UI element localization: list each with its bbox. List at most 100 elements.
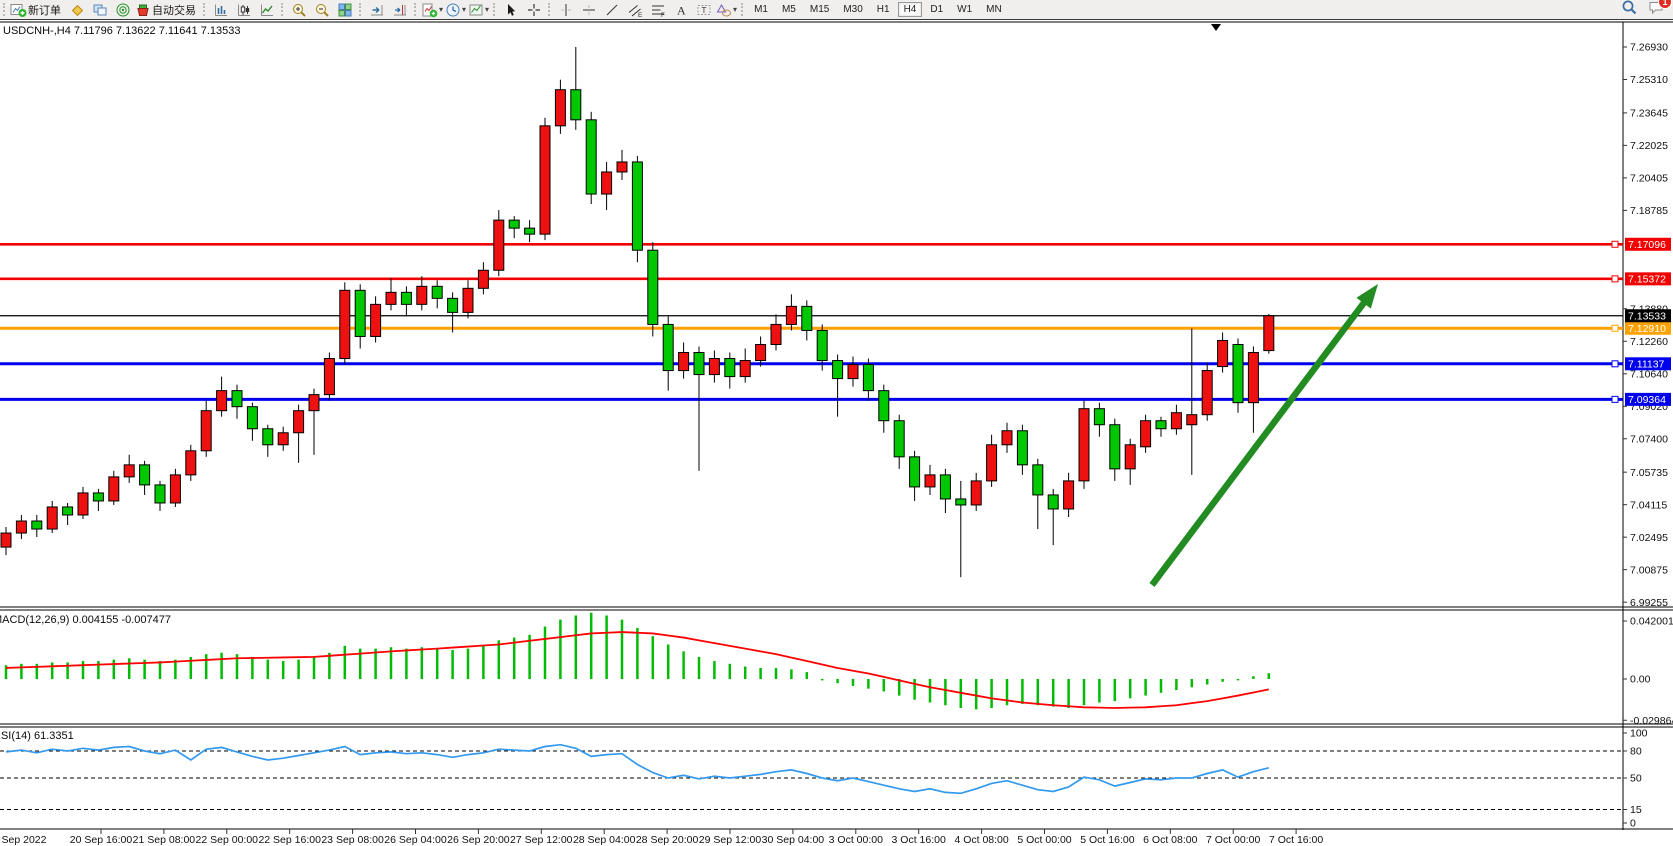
navigator-button[interactable] [111,1,134,19]
toolbar-group-handle[interactable] [281,3,283,16]
auto-trading-button[interactable]: 自动交易 [134,1,200,19]
toolbar-group-handle[interactable] [548,3,551,16]
cursor-button[interactable] [499,1,522,19]
equidistant-channel-button[interactable]: E [623,1,646,19]
toolbar-group-handle[interactable] [414,3,416,16]
data-window-button[interactable] [88,1,111,19]
indicators-icon [421,2,438,18]
level-line-7.09364[interactable] [0,395,1623,403]
svg-text:7.12260: 7.12260 [1630,336,1668,348]
timeframe-m15-button[interactable]: M15 [809,4,830,15]
chevron-down-icon[interactable]: ▾ [485,5,490,14]
level-line-7.17096[interactable] [0,240,1623,248]
svg-text:7.07400: 7.07400 [1630,433,1668,445]
svg-text:100: 100 [1630,728,1648,740]
search-button[interactable] [1621,0,1638,21]
chat-button[interactable]: 1 [1648,0,1672,20]
windows-icon [92,2,108,18]
time-axis[interactable]: Sep 2022 20 Sep 16:00 21 Sep 08:00 22 Sep 0… [2,829,1324,846]
zoom-in-button[interactable] [287,1,310,19]
toolbar-group-handle[interactable] [203,3,205,16]
svg-text:F: F [661,12,665,18]
toolbar-group-handle[interactable] [359,3,361,16]
bar-chart-icon [213,2,229,18]
market-watch-button[interactable] [65,1,88,19]
svg-text:7.23645: 7.23645 [1630,107,1668,119]
toolbar-group-handle[interactable] [741,3,744,16]
templates-button[interactable]: ▾ [467,1,490,19]
timeframe-mn-button[interactable]: MN [986,4,1002,15]
svg-text:7.12910: 7.12910 [1628,323,1666,335]
navigator-icon [115,2,131,18]
auto-scroll-button[interactable] [365,1,388,19]
timeframe-m5-button[interactable]: M5 [781,4,796,15]
trendline-button[interactable] [600,1,623,19]
level-lines[interactable] [0,240,1623,403]
macd-indicator-label: MACD(12,26,9) 0.004155 -0.007477 [0,614,171,626]
price-label-7.15372: 7.15372 [1625,272,1671,285]
svg-text:21 Sep 08:00: 21 Sep 08:00 [133,834,196,846]
toolbar-group-handle[interactable] [3,3,5,16]
svg-text:Sep 2022: Sep 2022 [2,834,47,846]
zoom-out-button[interactable] [310,1,333,19]
timeframe-m30-button[interactable]: M30 [843,4,863,15]
svg-text:7.20405: 7.20405 [1630,172,1668,184]
svg-text:5 Oct 00:00: 5 Oct 00:00 [1017,834,1071,846]
svg-text:7.11137: 7.11137 [1628,358,1665,370]
trend-arrow[interactable] [1149,284,1378,587]
timeframe-h1-button[interactable]: H1 [876,4,890,15]
chart-shift-icon [392,2,408,18]
rsi-line [5,743,1270,795]
tile-windows-button[interactable] [333,1,356,19]
svg-text:T: T [701,6,706,15]
timeframe-m1-button[interactable]: M1 [754,4,768,15]
line-chart-button[interactable] [255,1,278,19]
bar-chart-button[interactable] [209,1,232,19]
level-line-7.11137[interactable] [0,360,1623,368]
svg-text:27 Sep 12:00: 27 Sep 12:00 [510,834,573,846]
templates-icon [468,2,484,18]
svg-text:23 Sep 08:00: 23 Sep 08:00 [321,834,384,846]
candlestick-icon [236,2,252,18]
svg-text:7.26930: 7.26930 [1630,42,1668,54]
new-order-button[interactable]: 新订单 [9,1,65,19]
chart-shift-marker[interactable] [1211,24,1221,31]
svg-text:28 Sep 20:00: 28 Sep 20:00 [636,834,699,846]
trendline-icon [604,2,620,18]
candlestick-chart-button[interactable] [232,1,255,19]
svg-text:7.00875: 7.00875 [1630,564,1668,576]
svg-text:7 Oct 00:00: 7 Oct 00:00 [1206,834,1260,846]
text-button[interactable]: A [669,1,692,19]
price-label-7.13533: 7.13533 [1625,309,1671,322]
crosshair-button[interactable] [522,1,545,19]
chevron-down-icon[interactable]: ▾ [733,5,738,14]
periods-button[interactable]: ▾ [444,1,467,19]
macd-pane: 0.042001 0.00 -0.029864 [4,612,1673,727]
hline-icon [581,2,597,18]
horizontal-line-button[interactable] [577,1,600,19]
timeframe-d1-button[interactable]: D1 [930,4,944,15]
chart-shift-button[interactable] [388,1,411,19]
svg-text:0: 0 [1630,818,1636,830]
text-label-button[interactable]: T [692,1,715,19]
search-icon [1621,0,1638,20]
rsi-indicator-label: RSI(14) 61.3351 [0,730,74,742]
chevron-down-icon[interactable]: ▾ [439,5,444,14]
cursor-icon [503,2,519,18]
svg-text:15: 15 [1630,804,1642,816]
fibonacci-button[interactable]: F [646,1,669,19]
svg-text:26 Sep 20:00: 26 Sep 20:00 [447,834,510,846]
toolbar-group-handle[interactable] [493,3,496,16]
timeframe-w1-button[interactable]: W1 [957,4,973,15]
auto-trading-button-label: 自动交易 [152,4,196,17]
chevron-down-icon[interactable]: ▾ [462,5,467,14]
level-line-7.15372[interactable] [0,275,1623,283]
zoom-in-icon [291,2,307,18]
indicators-button[interactable]: ▾ [420,1,444,19]
timeframe-h4-button[interactable]: H4 [897,2,923,17]
svg-text:7.17096: 7.17096 [1628,239,1666,251]
vertical-line-button[interactable] [554,1,577,19]
arrows-button[interactable]: ▾ [715,1,738,19]
